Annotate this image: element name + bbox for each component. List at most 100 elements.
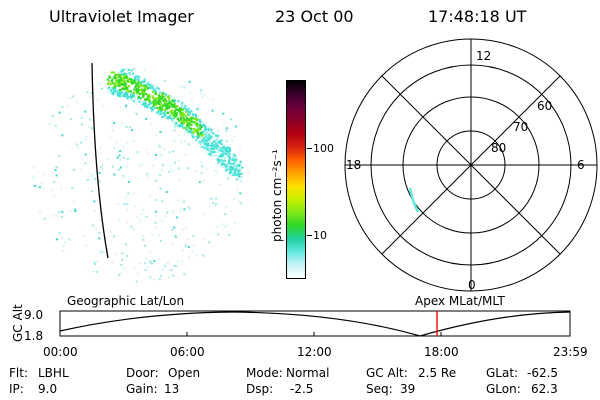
emission-pixel [151,164,154,167]
emission-pixel [128,126,131,129]
emission-pixel [210,142,213,145]
emission-pixel [108,75,111,78]
info-seq-value: 39 [400,382,416,396]
emission-pixel [91,127,93,130]
emission-pixel [224,150,227,153]
emission-pixel [168,100,171,103]
emission-pixel [111,91,115,94]
emission-pixel [66,105,68,108]
emission-pixel [164,94,167,97]
emission-pixel [135,103,138,106]
emission-pixel [227,168,231,171]
emission-pixel [106,82,110,85]
emission-pixel [160,219,163,222]
emission-pixel [175,121,178,125]
emission-pixel [142,92,146,95]
emission-pixel [120,79,123,82]
emission-pixel [58,232,61,235]
emission-pixel [233,169,236,172]
emission-pixel [173,110,177,113]
emission-pixel [204,125,207,128]
emission-pixel [235,173,238,176]
emission-pixel [62,249,65,252]
emission-pixel [169,110,172,113]
info-dsp-value: -2.5 [290,382,314,396]
geographic-latlon-title: Geographic Lat/Lon [67,294,184,308]
emission-pixel [142,95,145,98]
emission-pixel [116,89,119,92]
apex-mlat-mlt-title: Apex MLat/MLT [415,294,505,308]
emission-pixel [132,79,136,82]
emission-pixel [137,272,140,275]
emission-pixel [155,103,158,106]
emission-pixel [138,88,141,91]
emission-pixel [190,118,193,121]
emission-pixel [111,123,114,126]
emission-pixel [155,153,157,156]
emission-pixel [212,154,216,157]
emission-pixel [179,85,182,88]
emission-pixel [185,115,188,118]
emission-pixel [50,188,53,191]
emission-pixel [215,197,218,200]
emission-pixel [120,83,123,86]
emission-pixel [179,125,182,128]
emission-pixel [227,166,230,169]
emission-pixel [172,97,175,100]
emission-pixel [214,170,217,172]
emission-pixel [127,180,130,183]
emission-pixel [188,124,191,127]
emission-pixel [152,100,155,103]
emission-pixel [205,130,208,133]
emission-pixel [132,95,136,98]
altitude-trace [59,311,571,337]
emission-pixel [73,168,76,171]
emission-pixel [166,102,169,106]
emission-pixel [122,83,125,86]
emission-pixel [206,127,209,130]
emission-pixel [205,145,208,148]
colorbar-tickmark-100 [307,148,312,149]
emission-pixel [158,174,161,177]
emission-pixel [113,92,116,95]
emission-pixel [182,116,185,119]
emission-pixel [200,135,203,138]
info-filter-key: Flt: [9,366,28,380]
emission-pixel [142,100,145,103]
emission-pixel [191,110,194,113]
emission-pixel [146,97,149,100]
emission-pixel [224,169,228,172]
emission-pixel [32,166,35,169]
emission-pixel [59,210,62,213]
emission-pixel [129,77,132,81]
emission-pixel [239,192,242,195]
emission-pixel [158,257,161,260]
emission-pixel [209,130,212,133]
emission-pixel [149,260,152,263]
emission-pixel [222,112,225,115]
emission-pixel [140,81,143,84]
emission-pixel [43,217,46,220]
emission-pixel [170,109,173,112]
emission-pixel [119,272,122,275]
info-door-key: Door: [126,366,159,380]
emission-pixel [135,82,138,85]
emission-pixel [99,194,102,197]
emission-pixel [196,122,199,125]
emission-pixel [141,88,145,92]
emission-pixel [231,139,234,142]
emission-pixel [154,84,156,87]
emission-pixel [220,149,223,152]
emission-pixel [165,191,168,193]
emission-pixel [209,154,212,157]
time-tick-1200: 12:00 [297,345,332,359]
info-glon-key: GLon: [486,382,521,396]
auroral-image [32,62,249,283]
info-ip-key: IP: [9,382,24,396]
emission-pixel [144,92,147,96]
emission-pixel [32,175,35,178]
emission-pixel [228,156,231,159]
emission-pixel [117,203,120,205]
emission-pixel [201,165,204,168]
emission-pixel [217,233,220,236]
